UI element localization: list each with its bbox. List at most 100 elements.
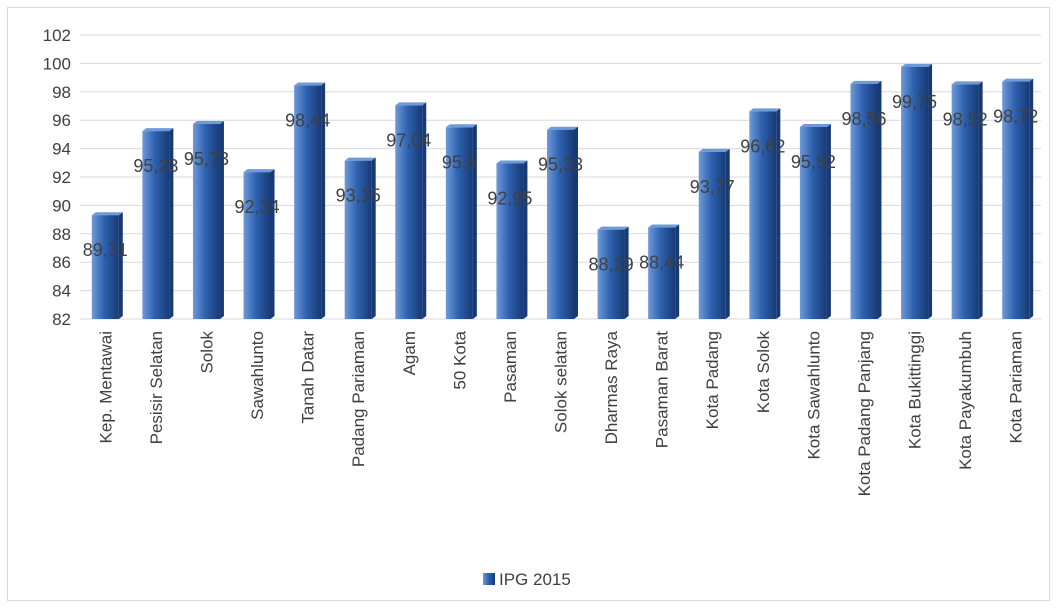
bar-top — [951, 81, 983, 85]
data-label: 99,75 — [892, 92, 937, 112]
y-tick-label: 84 — [52, 282, 71, 301]
bar-side — [776, 108, 781, 320]
bar-top — [901, 63, 933, 67]
x-tick-label: Agam — [400, 331, 419, 375]
bar-side — [422, 102, 427, 319]
data-label: 92,95 — [487, 189, 532, 209]
x-tick-label: Kota Sawahlunto — [804, 331, 823, 460]
bar-front — [142, 131, 170, 319]
bar-front — [648, 227, 676, 319]
bar-front — [243, 172, 271, 319]
bar-top — [698, 148, 730, 152]
bar-side — [472, 124, 477, 319]
bar-top — [749, 108, 781, 112]
x-tick-label: Kep. Mentawai — [96, 331, 115, 443]
bar-front — [951, 84, 979, 319]
data-label: 93,15 — [336, 186, 381, 206]
x-tick-label: Sawahlunto — [248, 331, 267, 420]
x-tick-label: Kota Padang — [703, 331, 722, 429]
data-label: 92,34 — [235, 197, 280, 217]
y-tick-label: 102 — [43, 26, 71, 45]
data-label: 98,56 — [841, 109, 886, 129]
bar-top — [547, 126, 578, 130]
bar-top — [597, 226, 629, 230]
bar-front — [597, 229, 625, 319]
bar — [91, 212, 123, 319]
x-tick-label: Pesisir Selatan — [147, 331, 166, 444]
bar — [344, 157, 376, 319]
bar-front — [901, 66, 929, 319]
bar-top — [496, 160, 528, 164]
bar-top — [192, 121, 224, 125]
data-label: 98,72 — [993, 107, 1038, 127]
data-label: 96,62 — [740, 136, 785, 156]
data-labels: 89,31 95,23 95,73 92,34 98,44 93,15 97,04 95,5 9… — [83, 92, 1038, 275]
bar-side — [725, 148, 730, 319]
data-label: 88,44 — [639, 253, 684, 273]
bar — [192, 121, 224, 319]
bar-top — [445, 124, 477, 128]
bar-chart: 82 84 86 88 90 92 94 96 98 100 102 89,31 95,23 95,73… — [43, 26, 1041, 589]
x-tick-label: Kota Payakumbuh — [956, 331, 975, 470]
bar-top — [243, 169, 275, 173]
bar-side — [574, 126, 578, 320]
bar — [445, 124, 477, 319]
bar-front — [445, 127, 473, 319]
bar — [294, 82, 326, 319]
legend-label: IPG 2015 — [499, 570, 571, 589]
bar-side — [826, 124, 831, 320]
x-tick-label: Pasaman Barat — [653, 331, 672, 448]
bar-front — [749, 111, 777, 319]
bar-top — [850, 80, 882, 84]
bar — [799, 124, 831, 320]
bar-side — [624, 226, 629, 319]
data-label: 95,73 — [184, 149, 229, 169]
bar — [648, 224, 680, 319]
legend: IPG 2015 — [483, 570, 571, 589]
bar-top — [1002, 78, 1034, 82]
data-label: 98,52 — [943, 109, 988, 129]
y-tick-label: 100 — [43, 54, 71, 73]
x-axis: Kep. Mentawai Pesisir Selatan Solok Sawahlu… — [96, 330, 1025, 496]
bar — [547, 126, 578, 320]
bar-top — [91, 212, 123, 216]
bar-side — [928, 63, 933, 320]
bar-top — [294, 82, 326, 86]
data-label: 95,23 — [133, 156, 178, 176]
bar-top — [395, 102, 427, 106]
bar-side — [1029, 78, 1034, 320]
data-label: 95,33 — [538, 155, 583, 175]
x-tick-label: Kota Bukittinggi — [906, 331, 925, 449]
x-tick-label: Kota Pariaman — [1007, 331, 1026, 443]
bar — [142, 128, 174, 319]
bar-front — [496, 163, 524, 319]
bar — [395, 102, 427, 319]
bar-front — [698, 151, 726, 319]
bar-side — [169, 128, 174, 319]
bar — [850, 80, 882, 320]
bar — [951, 81, 983, 319]
y-axis: 82 84 86 88 90 92 94 96 98 100 102 — [43, 26, 71, 329]
y-tick-label: 86 — [52, 253, 71, 272]
bar-front — [1002, 81, 1030, 320]
bar-front — [850, 83, 878, 320]
y-tick-label: 94 — [52, 140, 71, 159]
bar-top — [344, 157, 376, 161]
bar-side — [675, 224, 680, 319]
x-tick-label: Kota Padang Panjang — [855, 331, 874, 496]
data-label: 89,31 — [83, 240, 128, 260]
y-tick-label: 96 — [52, 111, 71, 130]
bar-front — [547, 129, 574, 319]
bar-side — [118, 212, 123, 319]
bar-front — [294, 85, 322, 319]
legend-swatch — [483, 573, 495, 585]
x-tick-label: Padang Pariaman — [349, 331, 368, 467]
x-tick-label: Solok selatan — [552, 331, 571, 433]
bar — [243, 169, 275, 319]
x-tick-label: Pasaman — [501, 331, 520, 403]
data-label: 98,44 — [285, 111, 330, 131]
data-label: 93,77 — [690, 177, 735, 197]
data-label: 97,04 — [386, 130, 431, 150]
chart-frame: 82 84 86 88 90 92 94 96 98 100 102 89,31 95,23 95,73… — [7, 7, 1050, 601]
data-label: 95,52 — [791, 152, 836, 172]
